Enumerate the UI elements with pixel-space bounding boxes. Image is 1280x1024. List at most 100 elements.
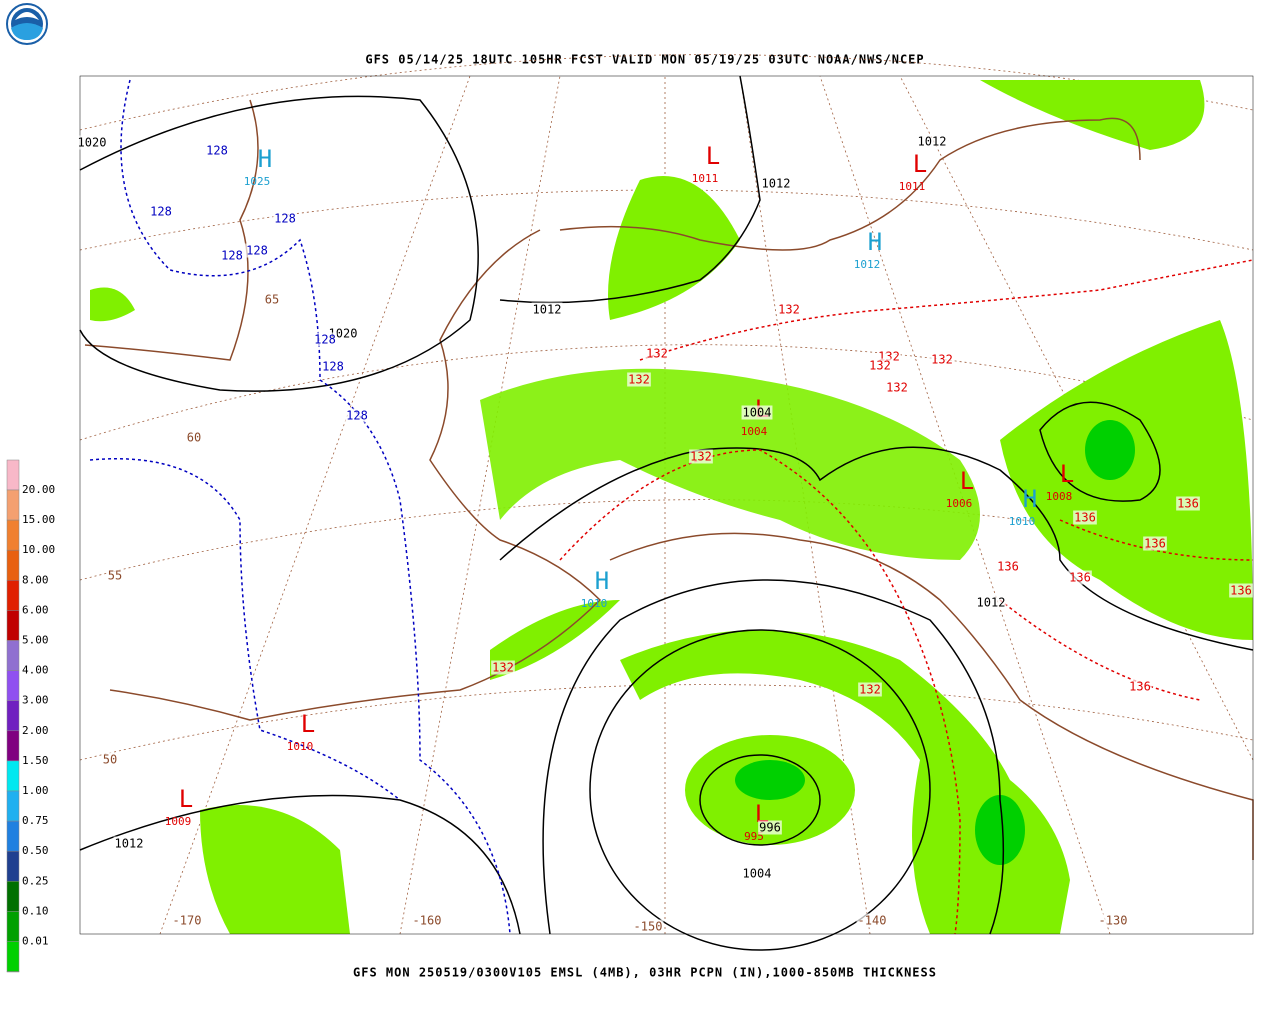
graticule-label: -130 — [1099, 914, 1128, 928]
legend-swatch — [6, 820, 20, 852]
label-background — [313, 332, 337, 347]
thickness-labels-warm: 132 — [690, 450, 712, 464]
center-symbol: L — [706, 142, 720, 170]
legend-label: 1.50 — [22, 754, 49, 767]
thickness-labels-warm: 132 — [859, 683, 881, 697]
graticule-label: -160 — [413, 914, 442, 928]
thickness-labels-warm: 132 — [492, 661, 514, 675]
thickness-labels-warm: 136 — [1129, 680, 1151, 694]
graticule-label: 55 — [108, 569, 122, 583]
center-symbol: H — [868, 228, 882, 256]
isobar-label: 1020 — [78, 136, 107, 150]
label-background — [106, 568, 124, 583]
thickness-labels-cold: 128 — [314, 333, 336, 347]
label-background — [777, 302, 801, 317]
label-background — [220, 248, 244, 263]
thickness-labels-warm: 136 — [997, 560, 1019, 574]
label-background — [491, 660, 515, 675]
thickness-labels-cold: 128 — [206, 144, 228, 158]
legend-label: 0.10 — [22, 904, 49, 917]
map-area — [79, 54, 1254, 951]
thickness-labels-warm: 136 — [1177, 497, 1199, 511]
center-value: 1009 — [165, 815, 192, 828]
label-background — [1176, 496, 1200, 511]
center-symbol: H — [1023, 485, 1037, 513]
legend-label: 0.75 — [22, 814, 49, 827]
label-background — [245, 243, 269, 258]
label-background — [868, 358, 892, 373]
label-background — [321, 359, 345, 374]
center-value: 1025 — [244, 175, 271, 188]
legend-swatch — [6, 700, 20, 732]
label-background — [627, 372, 651, 387]
legend-label: 20.00 — [22, 483, 55, 496]
legend-swatch — [6, 790, 20, 822]
thickness-labels-warm: 136 — [1230, 584, 1252, 598]
legend-swatch — [6, 760, 20, 792]
label-background — [930, 352, 954, 367]
legend: 20.00 15.00 10.00 8.00 6.00 5.00 4.00 3.00 2.00 1… — [6, 459, 55, 973]
isobar-label: 1012 — [918, 135, 947, 149]
label-background — [996, 559, 1020, 574]
label-background — [185, 430, 203, 445]
map-labels: H1025L1011L1011H1012L1004L1006L1008H1010… — [76, 134, 1253, 934]
legend-swatch — [6, 459, 20, 491]
label-background — [149, 204, 173, 219]
thickness-labels-warm: 136 — [1074, 511, 1096, 525]
isobar-label: 996 — [759, 821, 781, 835]
legend-label: 2.00 — [22, 724, 49, 737]
label-background — [1128, 679, 1152, 694]
label-background — [632, 919, 664, 934]
graticule-label: 65 — [265, 293, 279, 307]
legend-label: 15.00 — [22, 513, 55, 526]
thickness-labels-warm: 132 — [646, 347, 668, 361]
graticule-label: 50 — [103, 753, 117, 767]
center-value: 1010 — [581, 597, 608, 610]
label-background — [101, 752, 119, 767]
center-value: 1010 — [287, 740, 314, 753]
label-background — [760, 176, 792, 191]
isobar-label: 1012 — [762, 177, 791, 191]
legend-swatch — [6, 670, 20, 701]
label-background — [273, 211, 297, 226]
center-symbol: L — [1060, 460, 1074, 488]
label-background — [531, 302, 563, 317]
thickness-labels-cold: 128 — [274, 212, 296, 226]
legend-swatch — [6, 881, 20, 912]
thickness-labels-cold: 128 — [346, 409, 368, 423]
precipitation-heavy — [735, 420, 1135, 865]
label-background — [263, 292, 281, 307]
label-background — [856, 913, 888, 928]
thickness-labels-warm: 132 — [869, 359, 891, 373]
legend-label: 8.00 — [22, 573, 49, 586]
center-value: 1011 — [899, 180, 926, 193]
label-background — [411, 913, 443, 928]
center-value: 1011 — [692, 172, 719, 185]
label-background — [345, 408, 369, 423]
center-symbol: H — [258, 145, 272, 173]
legend-swatch — [6, 489, 20, 521]
label-background — [76, 135, 108, 150]
thickness-labels-warm: 132 — [628, 373, 650, 387]
center-symbol: H — [595, 567, 609, 595]
legend-label: 5.00 — [22, 634, 49, 647]
legend-label: 0.25 — [22, 874, 49, 887]
center-symbol: L — [301, 710, 315, 738]
label-background — [1229, 583, 1253, 598]
legend-label: 0.50 — [22, 844, 49, 857]
label-background — [1068, 570, 1092, 585]
label-background — [858, 682, 882, 697]
center-value: 1010 — [1009, 515, 1036, 528]
center-value: 1008 — [1046, 490, 1073, 503]
legend-swatch — [6, 580, 20, 611]
label-background — [1143, 536, 1167, 551]
center-symbol: L — [179, 785, 193, 813]
isobar-label: 1012 — [977, 596, 1006, 610]
label-background — [645, 346, 669, 361]
thickness-labels-warm: 136 — [1144, 537, 1166, 551]
isobar-label: 1012 — [115, 837, 144, 851]
thickness-labels-warm: 132 — [778, 303, 800, 317]
graticule-label: 60 — [187, 431, 201, 445]
center-symbol: L — [913, 150, 927, 178]
map-caption: GFS MON 250519/0300V105 EMSL (4MB), 03HR… — [353, 966, 937, 980]
